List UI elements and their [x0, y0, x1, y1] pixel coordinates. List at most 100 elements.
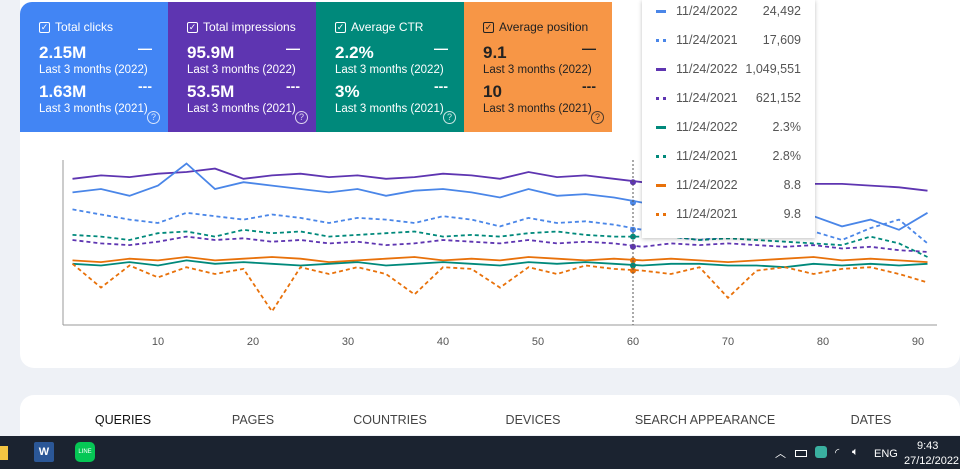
solid-line-legend-icon: —	[138, 40, 152, 56]
tooltip-date: 11/24/2021	[676, 91, 738, 105]
chart-tooltip: 11/24/2022 24,492 11/24/2021 17,609 11/24/20…	[642, 0, 815, 238]
checkbox-checked-icon[interactable]: ✓	[335, 22, 346, 34]
tooltip-value: 2.8%	[772, 149, 802, 163]
chevron-up-icon[interactable]: ︿	[775, 448, 786, 460]
tab-queries[interactable]: QUERIES	[94, 413, 152, 427]
x-tick-label: 50	[532, 336, 544, 348]
dashed-series-swatch-icon	[656, 212, 666, 216]
tooltip-row: 11/24/2021 9.8	[642, 200, 815, 228]
series-line-ctr-2022	[72, 259, 928, 269]
tooltip-date: 11/24/2022	[676, 4, 738, 18]
help-icon[interactable]: ?	[295, 111, 308, 124]
value-2021: 10	[483, 82, 502, 101]
tab-dates[interactable]: DATES	[850, 413, 892, 427]
value-2022: 2.2%	[335, 43, 374, 62]
series-line-ctr-2021	[72, 228, 928, 258]
solid-series-swatch-icon	[656, 9, 666, 13]
metric-cards: ✓ Total clicks 2.15M — Last 3 months (202…	[20, 2, 612, 132]
label-2022: Last 3 months (2022)	[187, 64, 296, 76]
value-2022: 9.1	[483, 43, 507, 62]
x-tick-label: 70	[722, 336, 734, 348]
tooltip-value: 9.8	[783, 207, 801, 221]
tooltip-value: 8.8	[783, 178, 801, 192]
tab-search-appearance[interactable]: SEARCH APPEARANCE	[634, 413, 776, 427]
label-2022: Last 3 months (2022)	[483, 64, 592, 76]
x-tick-label: 30	[342, 336, 354, 348]
checkbox-checked-icon[interactable]: ✓	[39, 22, 50, 34]
tooltip-date: 11/24/2021	[676, 149, 738, 163]
tooltip-value: 621,152	[755, 91, 801, 105]
tooltip-value: 24,492	[762, 4, 801, 18]
x-tick-label: 40	[437, 336, 449, 348]
dashed-series-swatch-icon	[656, 154, 666, 158]
card-title: Average CTR	[351, 20, 424, 34]
battery-icon[interactable]	[795, 450, 807, 457]
tooltip-row: 11/24/2022 24,492	[642, 0, 815, 25]
label-2022: Last 3 months (2022)	[39, 64, 148, 76]
metric-card-average-ctr[interactable]: ✓ Average CTR 2.2% — Last 3 months (2022)…	[316, 2, 464, 132]
tooltip-date: 11/24/2022	[676, 62, 738, 76]
value-2021: 1.63M	[39, 82, 87, 101]
tooltip-date: 11/24/2021	[676, 207, 738, 221]
solid-line-legend-icon: —	[434, 40, 448, 56]
series-line-position-2022	[72, 256, 928, 264]
language-indicator[interactable]: ENG	[874, 448, 898, 460]
checkbox-checked-icon[interactable]: ✓	[483, 22, 494, 34]
value-2022: 2.15M	[39, 43, 87, 62]
label-2021: Last 3 months (2021)	[335, 103, 444, 115]
tooltip-row: 11/24/2022 1,049,551	[642, 55, 815, 83]
solid-line-legend-icon: —	[582, 40, 596, 56]
label-2021: Last 3 months (2021)	[483, 103, 592, 115]
x-tick-label: 90	[912, 336, 924, 348]
tooltip-row: 11/24/2021 621,152	[642, 84, 815, 112]
help-icon[interactable]: ?	[147, 111, 160, 124]
dashed-series-swatch-icon	[656, 38, 666, 42]
taskbar: W LINE ︿ ◜ 🔈︎ ENG 9:43 27/12/2022	[0, 436, 960, 469]
hover-point	[630, 179, 636, 186]
performance-chart: 10 20 30 40 50 60 70 80 90	[62, 160, 937, 348]
x-tick-label: 80	[817, 336, 829, 348]
value-2021: 3%	[335, 82, 360, 101]
tooltip-row: 11/24/2022 2.3%	[642, 113, 815, 141]
tooltip-row: 11/24/2021 2.8%	[642, 142, 815, 170]
tab-pages[interactable]: PAGES	[231, 413, 275, 427]
metric-card-total-clicks[interactable]: ✓ Total clicks 2.15M — Last 3 months (202…	[20, 2, 168, 132]
metric-card-average-position[interactable]: ✓ Average position 9.1 — Last 3 months (2…	[464, 2, 612, 132]
value-2022: 95.9M	[187, 43, 235, 62]
tooltip-row: 11/24/2021 17,609	[642, 26, 815, 54]
security-app-icon[interactable]	[815, 446, 827, 458]
volume-icon[interactable]: 🔈︎	[852, 446, 859, 458]
tab-devices[interactable]: DEVICES	[505, 413, 561, 427]
metric-card-total-impressions[interactable]: ✓ Total impressions 95.9M — Last 3 months…	[168, 2, 316, 132]
dashed-line-legend-icon: ---	[582, 78, 596, 94]
dashed-line-legend-icon: ---	[434, 78, 448, 94]
help-icon[interactable]: ?	[443, 111, 456, 124]
help-icon[interactable]: ?	[591, 111, 604, 124]
x-tick-label: 60	[627, 336, 639, 348]
tooltip-value: 2.3%	[772, 120, 802, 134]
dashed-line-legend-icon: ---	[286, 78, 300, 94]
dashed-line-legend-icon: ---	[138, 78, 152, 94]
clock-date[interactable]: 27/12/2022	[904, 455, 960, 467]
tooltip-value: 17,609	[762, 33, 801, 47]
dimension-tabs: QUERIES PAGES COUNTRIES DEVICES SEARCH APPEA…	[20, 395, 960, 435]
x-tick-label: 10	[152, 336, 164, 348]
card-title: Total clicks	[55, 20, 114, 34]
wifi-icon[interactable]: ◜	[835, 447, 840, 459]
checkbox-checked-icon[interactable]: ✓	[187, 22, 198, 34]
dashed-series-swatch-icon	[656, 96, 666, 100]
value-2021: 53.5M	[187, 82, 235, 101]
label-2021: Last 3 months (2021)	[187, 103, 296, 115]
file-icon[interactable]	[0, 446, 8, 460]
card-title: Average position	[499, 20, 589, 34]
line-app-icon[interactable]: LINE	[75, 442, 95, 462]
tooltip-date: 11/24/2022	[676, 178, 738, 192]
hover-point	[630, 267, 636, 274]
word-icon[interactable]: W	[34, 442, 54, 462]
clock-time[interactable]: 9:43	[917, 440, 939, 452]
hover-point	[630, 199, 636, 206]
solid-series-swatch-icon	[656, 125, 666, 129]
x-tick-label: 20	[247, 336, 259, 348]
tab-countries[interactable]: COUNTRIES	[353, 413, 427, 427]
series-line-position-2021	[71, 263, 928, 314]
